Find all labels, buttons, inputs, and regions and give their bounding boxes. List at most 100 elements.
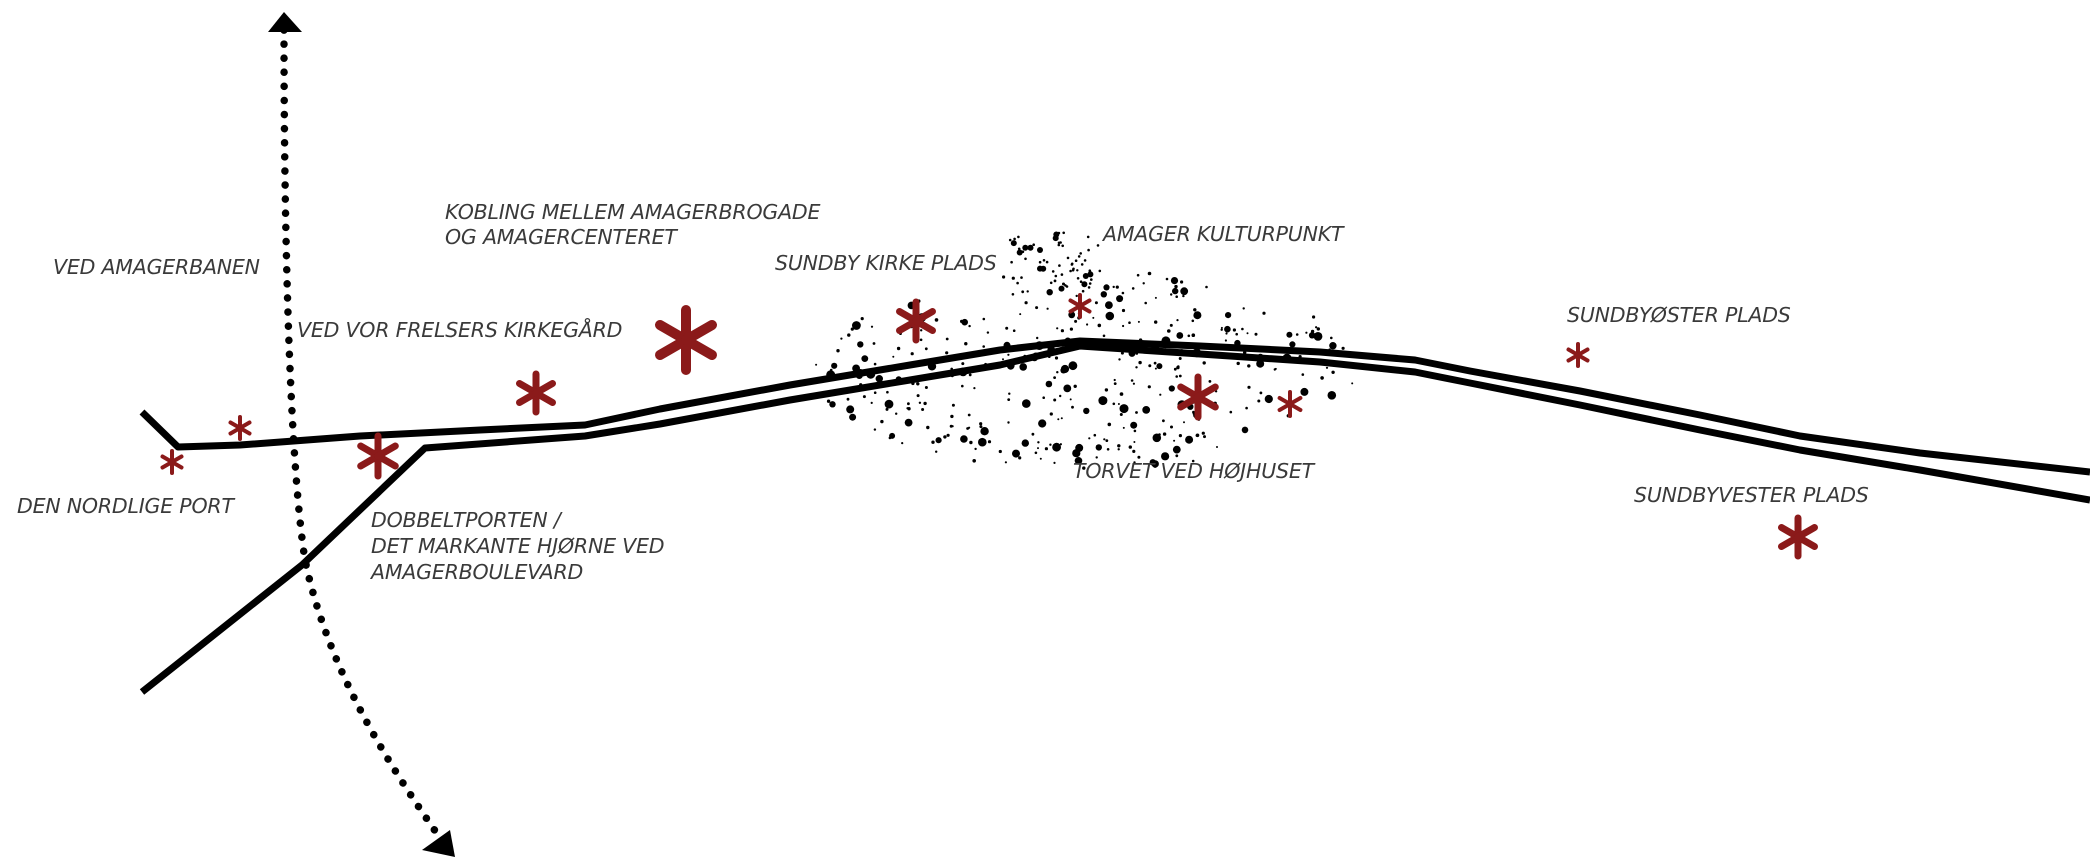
cluster-dot (1070, 263, 1074, 266)
label-kobling-line-2: OG AMAGERCENTERET (445, 225, 678, 249)
cluster-dot (979, 422, 983, 426)
cluster-dot (872, 370, 876, 374)
cluster-dot (1174, 284, 1178, 289)
cluster-dot (873, 391, 877, 395)
cluster-dot (1103, 438, 1106, 441)
cluster-dot (1052, 442, 1061, 452)
cluster-dot (1178, 357, 1182, 360)
label-amager-kulturpunkt: AMAGER KULTURPUNKT (1101, 222, 1345, 246)
cluster-dot (1102, 334, 1106, 338)
dotted-axis-path (280, 26, 444, 842)
cluster-dot (888, 436, 892, 440)
cluster-dot (950, 374, 954, 378)
cluster-dot (978, 437, 987, 447)
cluster-dot (1185, 435, 1194, 444)
cluster-dot (1037, 447, 1039, 450)
cluster-dot (1048, 355, 1051, 359)
cluster-dot (1128, 349, 1136, 357)
cluster-dot (1163, 348, 1167, 352)
cluster-dot (907, 407, 911, 411)
cluster-dot (1047, 345, 1055, 354)
cluster-dot (1156, 363, 1163, 370)
cluster-dot (961, 362, 965, 366)
cluster-dot (1075, 294, 1078, 298)
cluster-dot (1060, 367, 1067, 374)
cluster-dot (1040, 354, 1043, 357)
cluster-dot (1245, 406, 1248, 410)
cluster-dot (1100, 291, 1108, 298)
cluster-dot (1105, 311, 1115, 321)
cluster-dot (1257, 399, 1261, 403)
cluster-dot (1162, 432, 1167, 436)
cluster-dot (1056, 327, 1059, 330)
cluster-dot (927, 362, 937, 371)
cluster-dot (910, 352, 914, 356)
cluster-dot (1316, 327, 1321, 331)
cluster-dot (1225, 332, 1228, 335)
cluster-dot (1116, 295, 1124, 303)
cluster-dot (1216, 446, 1218, 448)
cluster-dot (1010, 260, 1013, 264)
cluster-dot (1053, 461, 1056, 464)
cluster-dot (1073, 384, 1077, 388)
cluster-dot (1282, 353, 1292, 363)
cluster-dot (919, 338, 923, 342)
cluster-dot (1053, 398, 1057, 402)
cluster-dot (1103, 284, 1110, 291)
cluster-dot (875, 375, 883, 383)
cluster-dot (1229, 410, 1233, 414)
cluster-dot (1074, 319, 1078, 323)
cluster-dot (1104, 388, 1109, 392)
cluster-dot (926, 425, 930, 430)
cluster-dot (1042, 259, 1046, 262)
cluster-dot (1236, 361, 1240, 366)
cluster-dot (958, 367, 968, 377)
cluster-dot (1031, 432, 1035, 436)
cluster-dot (923, 401, 927, 406)
cluster-dot (1007, 398, 1011, 401)
cluster-dot (1063, 384, 1072, 393)
cluster-dot (1301, 373, 1305, 376)
cluster-dot (916, 394, 920, 398)
cluster-dot (872, 342, 876, 345)
road-lower-line (139, 342, 2090, 695)
cluster-dot (931, 440, 935, 444)
cluster-dot (1046, 307, 1049, 310)
cluster-dot (1092, 316, 1095, 319)
cluster-dot (849, 413, 857, 421)
cluster-dot (1038, 260, 1042, 264)
asterisk-icon (1566, 342, 1590, 368)
cluster-dot (1079, 252, 1082, 255)
cluster-dot (1310, 329, 1315, 334)
label-dobbeltporten-line-1: DOBBELTPORTEN / (371, 508, 563, 532)
arrowhead-icon (268, 12, 302, 32)
cluster-dot (1076, 269, 1079, 272)
cluster-dot (1120, 351, 1124, 355)
cluster-dot (973, 387, 976, 390)
cluster-dot (1154, 296, 1157, 299)
cluster-dot (1315, 326, 1318, 329)
cluster-dot (1158, 433, 1161, 436)
label-kobling-line-1: KOBLING MELLEM AMAGERBROGADE (445, 200, 820, 224)
cluster-dot (1059, 394, 1062, 398)
cluster-dot (1132, 449, 1136, 453)
cluster-dot (1247, 385, 1251, 389)
cluster-dot (1008, 238, 1012, 242)
cluster-dot (1086, 323, 1089, 326)
cluster-dot (895, 376, 902, 383)
cluster-dot (1286, 331, 1293, 338)
cluster-dot (1105, 439, 1109, 442)
cluster-dot (1161, 452, 1170, 461)
cluster-dot (1152, 344, 1160, 352)
cluster-dot (1147, 271, 1152, 276)
cluster-dot (859, 383, 863, 387)
cluster-dot (946, 433, 950, 437)
cluster-dot (1071, 405, 1074, 409)
cluster-dot (935, 437, 942, 444)
cluster-dot (1016, 281, 1019, 285)
cluster-dot (1328, 348, 1331, 351)
cluster-dot (1069, 398, 1072, 401)
cluster-dot (1057, 241, 1061, 245)
cluster-dot (1052, 235, 1059, 242)
cluster-dot (1062, 231, 1065, 235)
